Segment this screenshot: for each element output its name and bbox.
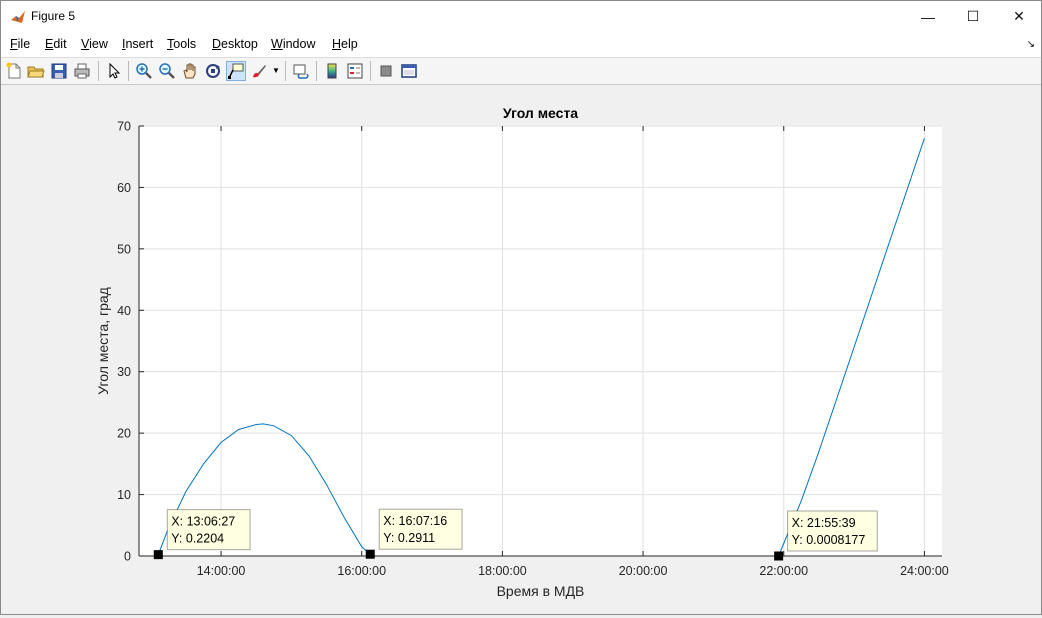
- menu-desktop[interactable]: Desktop: [212, 37, 258, 51]
- datatip-box[interactable]: [787, 510, 878, 552]
- y-tick-label: 50: [117, 242, 131, 256]
- menu-insert[interactable]: Insert: [122, 37, 154, 51]
- datatip-x-text: X: 21:55:39: [792, 516, 856, 530]
- matlab-logo-icon: [11, 11, 25, 23]
- menu-window[interactable]: Window: [271, 37, 316, 51]
- elevation-line[interactable]: [157, 423, 371, 555]
- close-button[interactable]: ✕: [996, 1, 1042, 32]
- x-tick-label: 18:00:00: [478, 564, 527, 578]
- colorbar-icon[interactable]: [323, 62, 341, 80]
- y-tick-label: 0: [124, 550, 131, 564]
- datatip-box[interactable]: [166, 509, 251, 551]
- menu-help[interactable]: Help: [332, 37, 358, 51]
- toolbar-separator: [285, 61, 286, 81]
- data-cursor-icon[interactable]: [226, 61, 246, 81]
- y-tick-label: 30: [117, 365, 131, 379]
- toolbar-separator: [98, 61, 99, 81]
- datatip-marker[interactable]: [774, 551, 784, 561]
- x-tick-label: 14:00:00: [197, 564, 246, 578]
- dropdown-arrow-icon[interactable]: ▼: [272, 66, 280, 75]
- pan-icon[interactable]: [181, 62, 199, 80]
- x-tick-label: 20:00:00: [619, 564, 668, 578]
- zoom-out-icon[interactable]: [158, 62, 176, 80]
- datatip-box[interactable]: [378, 508, 463, 550]
- figure-canvas: 14:00:00 16:00:00 18:00:00 20:00:00 22:00:00…: [2, 85, 1040, 613]
- y-tick-label: 60: [117, 181, 131, 195]
- menu-file[interactable]: File: [10, 37, 31, 51]
- plot-svg[interactable]: 14:00:00 16:00:00 18:00:00 20:00:00 22:00:00…: [2, 85, 1040, 613]
- rotate-3d-icon[interactable]: [204, 62, 222, 80]
- brush-icon[interactable]: [250, 62, 268, 80]
- x-axis-label: Время в МДВ: [497, 583, 585, 599]
- y-tick-label: 40: [117, 304, 131, 318]
- axes-background[interactable]: [139, 126, 942, 556]
- x-tick-label: 16:00:00: [337, 564, 386, 578]
- x-tick-label: 24:00:00: [900, 564, 949, 578]
- link-plot-icon[interactable]: [292, 62, 310, 80]
- datatip-marker[interactable]: [153, 550, 163, 560]
- new-figure-icon[interactable]: [5, 62, 23, 80]
- datatip-x-text: X: 16:07:16: [383, 514, 447, 528]
- datatip-y-text: Y: 0.0008177: [792, 533, 866, 547]
- save-icon[interactable]: [50, 62, 68, 80]
- chart-title: Угол места: [503, 105, 578, 121]
- minimize-icon: —: [921, 8, 935, 25]
- datatip-y-text: Y: 0.2911: [383, 531, 435, 545]
- y-tick-label: 20: [117, 427, 131, 441]
- maximize-button[interactable]: ☐: [950, 1, 996, 32]
- datatip-marker[interactable]: [365, 549, 375, 559]
- show-plot-tools-icon[interactable]: [400, 62, 418, 80]
- window-title: Figure 5: [31, 9, 76, 23]
- print-icon[interactable]: [73, 62, 91, 80]
- menu-tools[interactable]: Tools: [167, 37, 197, 51]
- title-bar: Figure 5 — ☐ ✕: [1, 1, 1041, 32]
- y-axis-label: Угол места, град: [95, 287, 111, 395]
- datatip-x-text: X: 13:06:27: [171, 515, 235, 529]
- x-tick-label: 22:00:00: [759, 564, 808, 578]
- menu-view[interactable]: View: [81, 37, 108, 51]
- menu-bar: File Edit View Insert Tools Desktop Wind…: [1, 32, 1041, 57]
- elevation-line[interactable]: [778, 138, 925, 557]
- zoom-in-icon[interactable]: [135, 62, 153, 80]
- pointer-icon[interactable]: [105, 62, 123, 80]
- figure-toolbar: ▼: [1, 57, 1041, 85]
- legend-icon[interactable]: [346, 62, 364, 80]
- hide-plot-tools-icon[interactable]: [377, 62, 395, 80]
- toolbar-separator: [316, 61, 317, 81]
- maximize-icon: ☐: [966, 8, 980, 24]
- minimize-button[interactable]: —: [905, 1, 951, 32]
- toolbar-separator: [370, 61, 371, 81]
- open-file-icon[interactable]: [27, 62, 45, 80]
- y-tick-label: 10: [117, 488, 131, 502]
- close-icon: ✕: [1013, 8, 1025, 24]
- toolbar-separator: [128, 61, 129, 81]
- undock-arrow-icon[interactable]: ↘: [1026, 39, 1035, 50]
- datatip-y-text: Y: 0.2204: [171, 532, 224, 546]
- y-tick-label: 70: [117, 120, 131, 134]
- menu-edit[interactable]: Edit: [45, 37, 67, 51]
